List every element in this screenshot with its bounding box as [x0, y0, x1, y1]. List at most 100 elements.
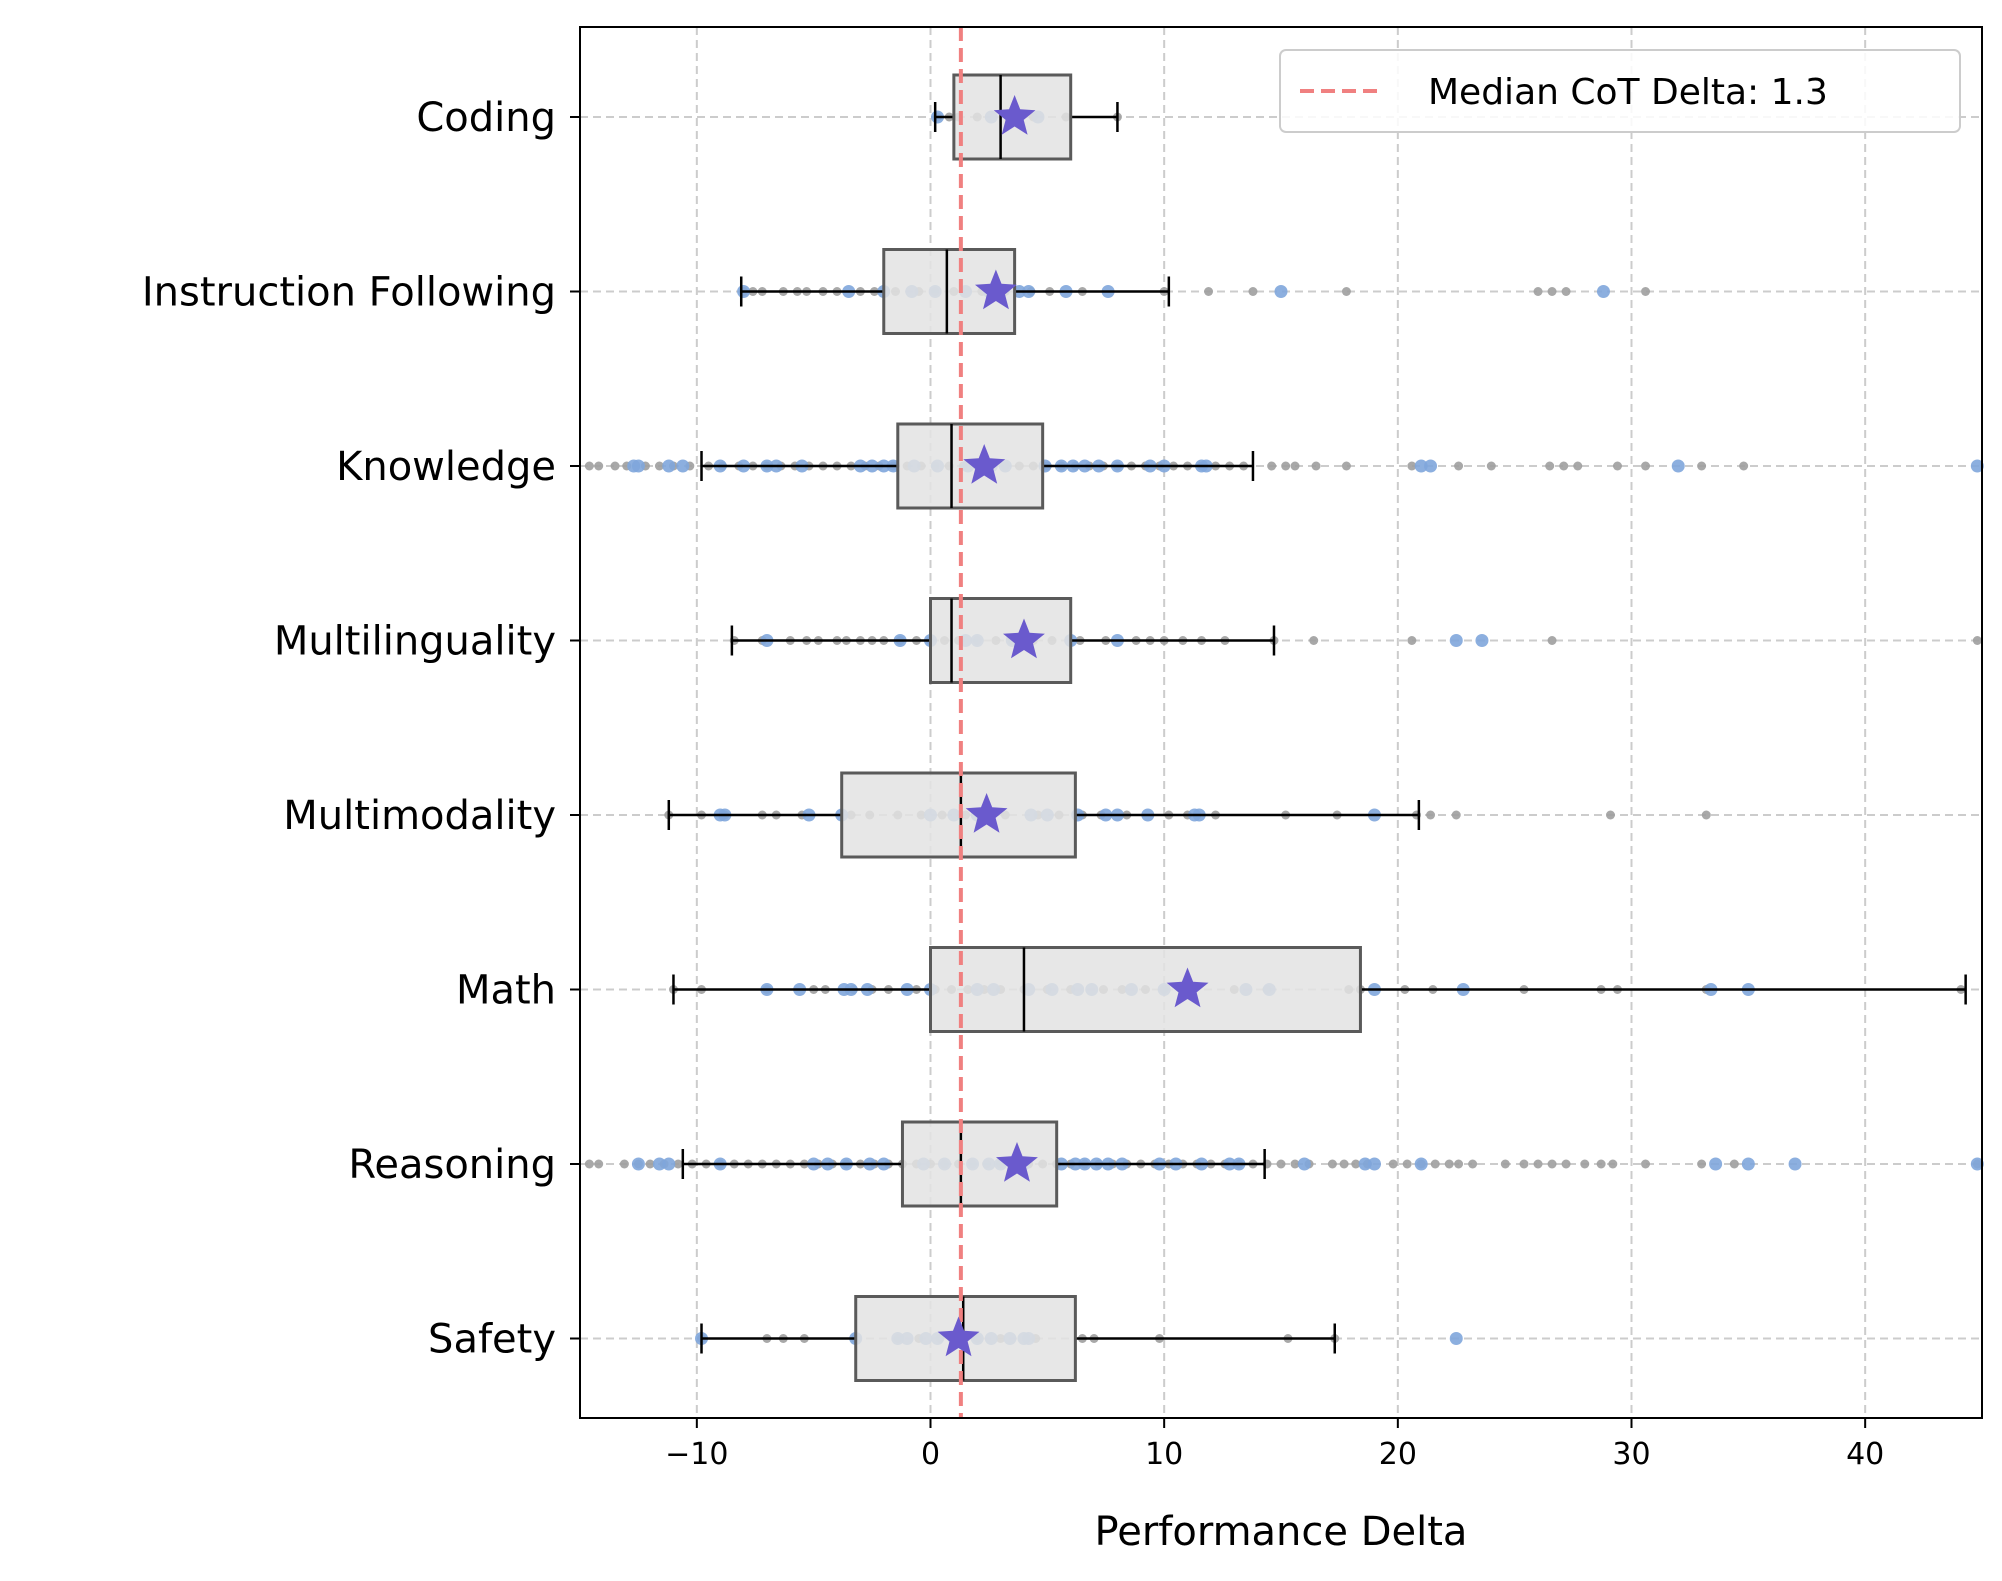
data-point-multilinguality: [1309, 636, 1319, 645]
data-point-instruction-following: [1204, 287, 1214, 296]
data-point-knowledge: [610, 461, 620, 471]
box-math: [929, 946, 1362, 1033]
box-knowledge: [896, 422, 1045, 510]
data-point-knowledge: [1545, 461, 1555, 471]
data-point-knowledge: [584, 461, 594, 471]
data-point-knowledge: [1697, 461, 1707, 471]
data-point-knowledge: [1559, 461, 1569, 471]
data-point-instruction-following: [1248, 287, 1258, 296]
data-point-knowledge: [1281, 461, 1291, 471]
box-layer: [667, 73, 1967, 1382]
category-label-knowledge: Knowledge: [336, 444, 556, 490]
data-point-reasoning: [584, 1159, 594, 1169]
data-point-knowledge: [1414, 459, 1428, 473]
x-tick-label: −10: [665, 1437, 728, 1472]
mean-star-coding: [993, 95, 1036, 135]
data-point-knowledge: [1671, 459, 1685, 473]
data-point-knowledge: [1739, 461, 1749, 471]
data-point-instruction-following: [1561, 287, 1571, 296]
data-point-reasoning: [1608, 1159, 1618, 1169]
category-label-multilinguality: Multilinguality: [274, 619, 556, 665]
data-point-knowledge: [1486, 461, 1496, 471]
data-point-multimodality: [1701, 810, 1711, 820]
data-point-reasoning: [1788, 1157, 1802, 1171]
mean-star-reasoning: [996, 1142, 1038, 1182]
data-point-reasoning: [652, 1157, 666, 1171]
data-point-reasoning: [631, 1157, 645, 1171]
data-point-reasoning: [1533, 1159, 1543, 1169]
data-point-instruction-following: [1641, 287, 1651, 296]
data-point-reasoning: [1970, 1157, 1984, 1171]
data-point-reasoning: [1697, 1159, 1707, 1169]
data-point-reasoning: [1580, 1159, 1590, 1169]
data-point-reasoning: [1729, 1159, 1739, 1169]
data-point-reasoning: [1402, 1159, 1412, 1169]
mean-star-knowledge: [963, 444, 1006, 484]
data-point-multilinguality: [1407, 636, 1417, 645]
data-point-reasoning: [1500, 1159, 1510, 1169]
data-point-reasoning: [1596, 1159, 1606, 1169]
data-point-reasoning: [1709, 1157, 1723, 1171]
data-point-reasoning: [1468, 1159, 1478, 1169]
data-point-reasoning: [594, 1159, 604, 1169]
data-point-reasoning: [1454, 1159, 1464, 1169]
x-tick-label: 10: [1145, 1437, 1183, 1472]
data-point-reasoning: [1547, 1159, 1557, 1169]
category-label-instruction-following: Instruction Following: [142, 270, 556, 316]
mean-star-instruction-following: [975, 269, 1017, 310]
data-point-instruction-following: [1547, 287, 1557, 296]
category-label-math: Math: [456, 968, 556, 1014]
data-point-knowledge: [1970, 459, 1984, 473]
box-multimodality: [840, 771, 1077, 859]
legend-label: Median CoT Delta: 1.3: [1428, 72, 1828, 113]
data-point-reasoning: [645, 1159, 655, 1169]
data-point-knowledge: [662, 459, 676, 473]
category-label-reasoning: Reasoning: [348, 1142, 556, 1188]
data-point-reasoning: [1444, 1159, 1454, 1169]
data-point-knowledge: [654, 461, 664, 471]
data-point-knowledge: [1573, 461, 1583, 471]
data-point-safety: [1449, 1332, 1463, 1345]
data-point-reasoning: [1430, 1159, 1440, 1169]
data-point-reasoning: [1327, 1159, 1337, 1169]
data-point-multimodality: [1451, 810, 1461, 820]
x-tick-label: 0: [921, 1437, 940, 1472]
legend-box: [1279, 49, 1961, 133]
data-point-instruction-following: [1533, 287, 1543, 296]
mean-star-math: [1166, 967, 1209, 1008]
data-point-reasoning: [673, 1159, 683, 1169]
data-point-knowledge: [1612, 461, 1622, 471]
data-point-knowledge: [1311, 461, 1321, 471]
data-point-reasoning: [619, 1159, 629, 1169]
data-point-knowledge: [1341, 461, 1351, 471]
data-point-knowledge: [676, 459, 690, 473]
data-point-knowledge: [594, 461, 604, 471]
box-multilinguality: [929, 597, 1073, 684]
data-point-reasoning: [1358, 1157, 1372, 1171]
data-point-multilinguality: [1475, 634, 1489, 647]
box-reasoning: [900, 1120, 1059, 1208]
data-point-reasoning: [662, 1157, 676, 1171]
category-label-multimodality: Multimodality: [283, 793, 556, 839]
mean-marker-layer: [937, 95, 1209, 1357]
data-point-instruction-following: [1274, 285, 1288, 298]
data-point-reasoning: [1297, 1157, 1311, 1171]
data-point-knowledge: [631, 459, 645, 473]
data-point-reasoning: [1741, 1157, 1755, 1171]
mean-star-safety: [937, 1316, 980, 1357]
data-point-reasoning: [1367, 1157, 1381, 1171]
x-tick-label: 40: [1846, 1437, 1884, 1472]
data-point-knowledge: [1641, 461, 1651, 471]
data-point-knowledge: [1267, 461, 1277, 471]
data-point-reasoning: [1351, 1159, 1361, 1169]
data-point-knowledge: [1424, 459, 1438, 473]
data-point-reasoning: [1339, 1159, 1349, 1169]
x-tick-label: 30: [1612, 1437, 1650, 1472]
plot-frame: [579, 26, 1983, 1419]
legend: Median CoT Delta: 1.3: [1279, 49, 1961, 133]
data-point-reasoning: [1519, 1159, 1529, 1169]
x-tick-label: 20: [1379, 1437, 1417, 1472]
data-point-reasoning: [1414, 1157, 1428, 1171]
x-axis-label: Performance Delta: [1095, 1509, 1468, 1555]
